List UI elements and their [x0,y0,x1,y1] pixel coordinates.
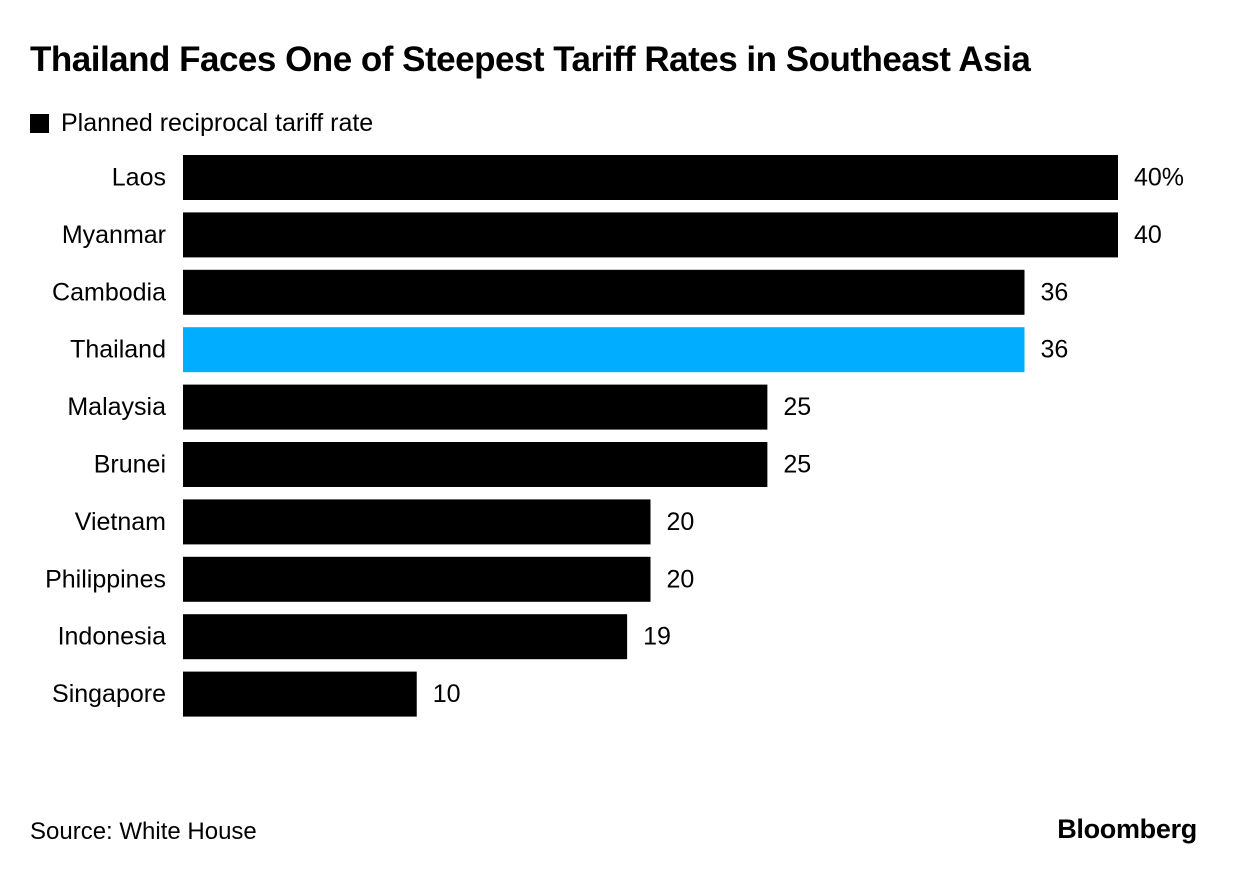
bar-malaysia [183,384,768,430]
source-note: Source: White House [30,818,257,845]
value-label-philippines: 20 [667,565,695,593]
value-label-vietnam: 20 [667,508,695,536]
value-label-myanmar: 40 [1134,221,1162,249]
bar-vietnam [183,499,651,545]
category-label-malaysia: Malaysia [67,393,166,421]
value-label-thailand: 36 [1041,336,1069,364]
bar-philippines [183,556,651,602]
bar-laos [183,155,1118,200]
category-label-philippines: Philippines [45,565,166,593]
category-label-laos: Laos [112,164,166,192]
category-label-thailand: Thailand [70,336,166,364]
category-label-cambodia: Cambodia [52,278,166,306]
chart-legend: Planned reciprocal tariff rate [30,106,373,140]
category-label-singapore: Singapore [52,680,166,708]
category-label-brunei: Brunei [94,451,166,479]
legend-label: Planned reciprocal tariff rate [61,108,374,137]
value-label-singapore: 10 [433,680,461,708]
value-label-laos: 40% [1134,164,1184,192]
bar-myanmar [183,212,1118,258]
value-label-indonesia: 19 [643,623,671,651]
legend-swatch [30,113,49,133]
bar-indonesia [183,614,628,660]
value-label-malaysia: 25 [783,393,811,421]
bar-cambodia [183,269,1025,315]
category-label-vietnam: Vietnam [75,508,166,536]
value-label-brunei: 25 [783,451,811,479]
category-label-myanmar: Myanmar [62,221,166,249]
value-label-cambodia: 36 [1041,278,1069,306]
chart-title: Thailand Faces One of Steepest Tariff Ra… [30,40,1031,79]
bar-brunei [183,442,768,487]
bar-thailand [183,327,1025,373]
brand-logo: Bloomberg [1057,814,1197,844]
bar-singapore [183,671,417,717]
category-label-indonesia: Indonesia [58,623,167,651]
